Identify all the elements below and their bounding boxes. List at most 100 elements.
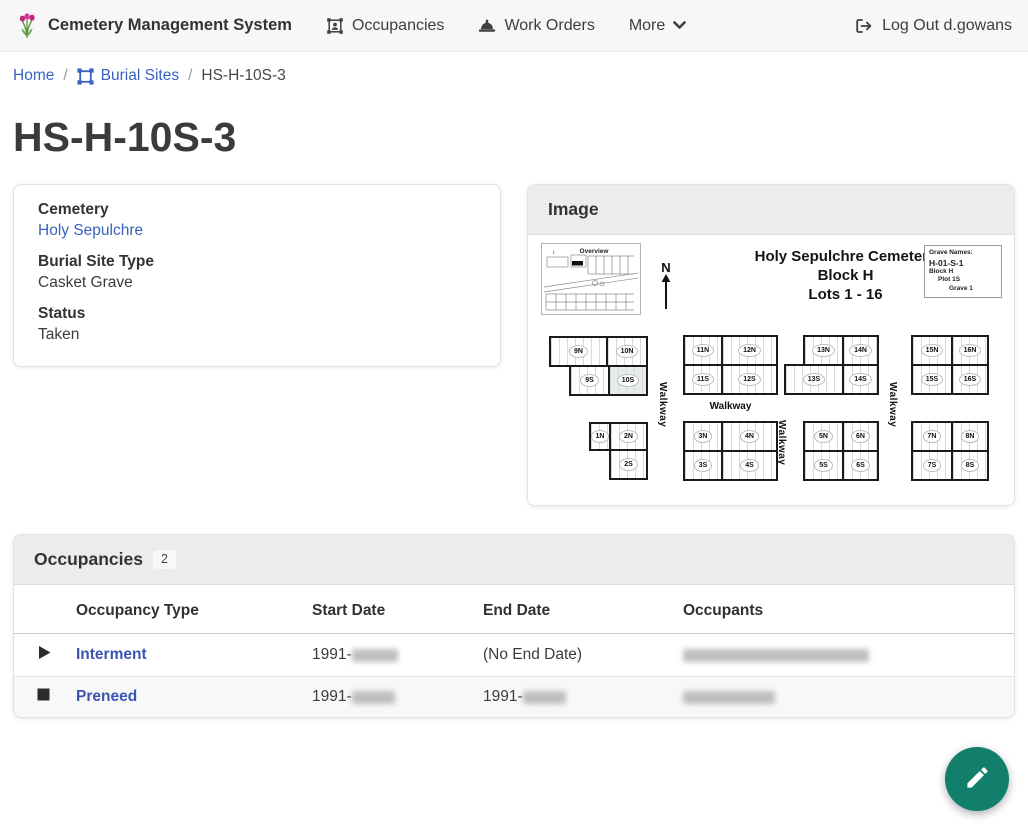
plot-cell-16S: 16S — [951, 364, 989, 396]
map-overview-thumbnail: Overview ↕ — [541, 243, 641, 316]
column-start-date: Start Date — [312, 585, 483, 635]
plot-cell-5N: 5N — [803, 421, 844, 453]
redacted-value — [351, 690, 395, 704]
plot-cell-6N: 6N — [842, 421, 879, 453]
column-occupants: Occupants — [683, 585, 1014, 635]
table-header-row: Occupancy Type Start Date End Date Occup… — [14, 585, 1014, 635]
grave-box-line: Grave Names: — [929, 249, 973, 257]
svg-text:↕: ↕ — [552, 250, 555, 256]
edit-fab-button[interactable] — [945, 747, 1009, 811]
column-occupancy-type: Occupancy Type — [76, 585, 312, 635]
occupant-frame-icon — [326, 17, 344, 35]
nav-links: Occupancies Work Orders More — [326, 16, 687, 35]
breadcrumb-home-link[interactable]: Home — [13, 67, 54, 85]
map-title-line3: Lots 1 - 16 — [808, 286, 883, 304]
plot-cell-2N: 2N — [609, 422, 648, 452]
nav-item-label: More — [628, 16, 666, 34]
plot-cell-12N: 12N — [721, 335, 778, 367]
date-prefix: 1991- — [312, 646, 352, 664]
map-title-line1: Holy Sepulchre Cemetery — [754, 248, 937, 266]
plot-cell-3S: 3S — [683, 450, 723, 482]
play-icon — [37, 646, 52, 664]
north-label: N — [661, 260, 671, 276]
hard-hat-icon — [478, 18, 496, 33]
plot-map-image: Overview ↕ N — [528, 235, 1014, 506]
plot-cell-12S: 12S — [721, 364, 778, 396]
field-label: Cemetery — [38, 201, 109, 219]
status-icon-column — [14, 585, 76, 635]
chevron-down-icon — [673, 21, 687, 30]
image-card: Image Overview ↕ — [527, 184, 1015, 507]
plot-cell-7N: 7N — [911, 421, 953, 453]
occupancies-count-badge: 2 — [152, 550, 176, 570]
cards-row: Cemetery Holy Sepulchre Burial Site Type… — [0, 184, 1028, 507]
plot-cell-3N: 3N — [683, 421, 723, 453]
nav-item-work-orders[interactable]: Work Orders — [478, 17, 595, 35]
field-value: Taken — [38, 326, 80, 344]
plot-cell-15N: 15N — [911, 335, 953, 367]
nav-item-label: Occupancies — [351, 16, 445, 34]
details-card: Cemetery Holy Sepulchre Burial Site Type… — [13, 184, 501, 368]
field-value: Casket Grave — [38, 274, 133, 292]
nav-item-occupancies[interactable]: Occupancies — [326, 16, 445, 35]
north-indicator: N — [659, 261, 673, 315]
occupancies-title: Occupancies — [34, 549, 143, 570]
redacted-value — [683, 690, 775, 704]
plot-cell-10S-highlighted: 10S — [608, 365, 648, 397]
logout-button[interactable]: Log Out d.gowans — [855, 17, 1012, 35]
interment-link[interactable]: Interment — [76, 646, 147, 664]
plot-cell-15S: 15S — [911, 364, 953, 396]
image-card-title: Image — [548, 199, 599, 220]
plot-cell-13N: 13N — [803, 335, 844, 367]
occupancies-card: Occupancies 2 Occupancy Type Start Date … — [13, 534, 1015, 719]
plot-cell-9N: 9N — [549, 336, 608, 368]
preneed-link[interactable]: Preneed — [76, 688, 138, 706]
plot-cell-6S: 6S — [842, 450, 879, 482]
plot-cell-14S: 14S — [842, 364, 879, 396]
walkway-label-vertical: Walkway — [657, 382, 668, 428]
nav-item-more[interactable]: More — [628, 16, 687, 35]
breadcrumb-separator: / — [63, 67, 68, 84]
plot-cell-10N: 10N — [606, 336, 648, 368]
grave-box-line: Plot 1S — [938, 276, 961, 284]
redacted-value — [351, 648, 398, 662]
occupants-cell — [683, 676, 1014, 718]
stop-icon — [37, 688, 50, 705]
breadcrumb-current: HS-H-10S-3 — [201, 67, 286, 84]
app-title: Cemetery Management System — [48, 16, 292, 34]
breadcrumb-burial-sites-link[interactable]: Burial Sites — [77, 67, 179, 85]
occupancies-table: Occupancy Type Start Date End Date Occup… — [14, 585, 1014, 718]
plot-cell-11N: 11N — [683, 335, 723, 367]
app-brand[interactable]: Cemetery Management System — [16, 12, 292, 39]
start-date-cell: 1991- — [312, 633, 483, 678]
breadcrumb: Home / Burial Sites / HS-H-10S-3 — [0, 52, 1028, 95]
map-title-line2: Block H — [817, 267, 874, 285]
breadcrumb-home-label: Home — [13, 67, 55, 84]
image-card-header: Image — [528, 185, 1014, 236]
redacted-value — [683, 648, 869, 662]
north-arrow-icon — [661, 274, 671, 310]
start-date-cell: 1991- — [312, 676, 483, 718]
plot-cell-8S: 8S — [951, 450, 989, 482]
plot-cell-4S: 4S — [721, 450, 778, 482]
map-title: Holy Sepulchre Cemetery Block H Lots 1 -… — [678, 247, 1013, 304]
logout-icon — [855, 18, 873, 34]
plot-cell-14N: 14N — [842, 335, 879, 367]
pencil-icon — [964, 764, 991, 794]
plot-cell-11S: 11S — [683, 364, 723, 396]
plot-cell-8N: 8N — [951, 421, 989, 453]
plot-cell-2S: 2S — [609, 449, 648, 481]
grave-names-box: Grave Names: H-01-S-1 Block H Plot 1S Gr… — [924, 245, 1002, 299]
field-burial-site-type: Burial Site Type Casket Grave — [38, 253, 476, 292]
plot-cell-16N: 16N — [951, 335, 989, 367]
logout-label: Log Out d.gowans — [882, 16, 1012, 34]
plot-cell-13S: 13S — [784, 364, 844, 396]
field-label: Burial Site Type — [38, 253, 154, 271]
walkway-label-vertical: Walkway — [776, 420, 787, 466]
vector-square-icon — [77, 67, 94, 85]
field-status: Status Taken — [38, 305, 476, 344]
plot-cell-5S: 5S — [803, 450, 844, 482]
redacted-value — [522, 690, 566, 704]
cemetery-link[interactable]: Holy Sepulchre — [38, 222, 144, 240]
breadcrumb-separator: / — [188, 67, 193, 84]
